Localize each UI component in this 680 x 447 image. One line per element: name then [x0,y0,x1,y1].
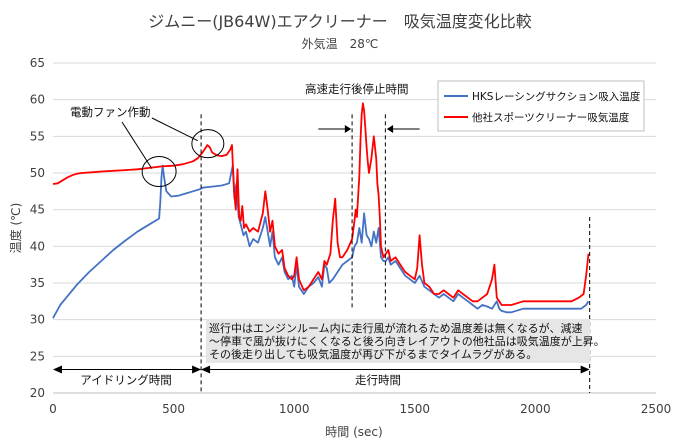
y-tick-label: 45 [30,203,45,217]
x-tick-label: 1000 [279,402,310,416]
note-box: 巡行中はエンジンルーム内に走行風が流れるため温度差は無くなるが、減速 ～停車で風… [206,319,605,363]
y-tick-label: 50 [30,166,45,180]
fan-leader-line [151,117,198,142]
y-tick-label: 65 [30,56,45,70]
x-tick-label: 2500 [641,402,672,416]
chart-title: ジムニー(JB64W)エアクリーナー 吸気温度変化比較 [148,12,532,31]
fan-circle-2 [191,129,225,159]
y-tick-label: 20 [30,386,45,400]
fan-annotation-label: 電動ファン作動 [70,105,151,119]
x-tick-label: 500 [162,402,185,416]
series-lines [52,102,590,319]
note-line-2: ～停車で風が抜けにくくなると後ろ向きレイアウトの他社品は吸気温度が上昇。 [209,334,605,348]
idle-annotation-label: アイドリング時間 [80,373,171,387]
x-tick-label: 2000 [520,402,551,416]
y-tick-label: 55 [30,129,45,143]
y-axis-ticks: 20 25 30 35 40 45 50 55 60 65 [30,56,45,400]
arrowhead-icon [344,125,352,133]
legend-label-hks: HKSレーシングサクション吸入温度 [472,90,641,103]
highspeed-annotation-label: 高速走行後停止時間 [305,82,409,96]
arrowhead-icon [192,365,202,374]
x-tick-label: 0 [49,402,57,416]
legend: HKSレーシングサクション吸入温度 他社スポーツクリーナー吸気温度 [437,80,645,132]
chart-subtitle: 外気温 28℃ [302,36,379,51]
y-tick-label: 35 [30,276,45,290]
y-tick-label: 60 [30,93,45,107]
y-axis-label: 温度 (℃) [8,203,23,254]
x-tick-label: 1500 [400,402,431,416]
note-line-1: 巡行中はエンジンルーム内に走行風が流れるため温度差は無くなるが、減速 [209,321,582,335]
note-line-3: その後走り出しても吸気温度が再び下がるまでタイムラグがある。 [209,347,537,361]
arrowhead-icon [201,365,211,374]
x-axis-label: 時間 (sec) [325,425,382,439]
fan-leader-line [121,121,153,169]
note-background [206,319,590,363]
x-axis-ticks: 0 500 1000 1500 2000 2500 [49,402,671,416]
series-line-hks [52,164,590,319]
legend-label-other: 他社スポーツクリーナー吸気温度 [472,111,630,124]
y-tick-label: 40 [30,239,45,253]
y-tick-label: 25 [30,349,45,363]
annotations [53,114,591,393]
arrowhead-icon [580,365,590,374]
fan-circle-1 [141,156,177,188]
legend-box [437,80,645,132]
series-line-other [52,102,590,306]
y-tick-label: 30 [30,313,45,327]
arrowhead-icon [386,125,394,133]
arrowhead-icon [53,365,62,374]
drive-annotation-label: 走行時間 [355,373,401,387]
